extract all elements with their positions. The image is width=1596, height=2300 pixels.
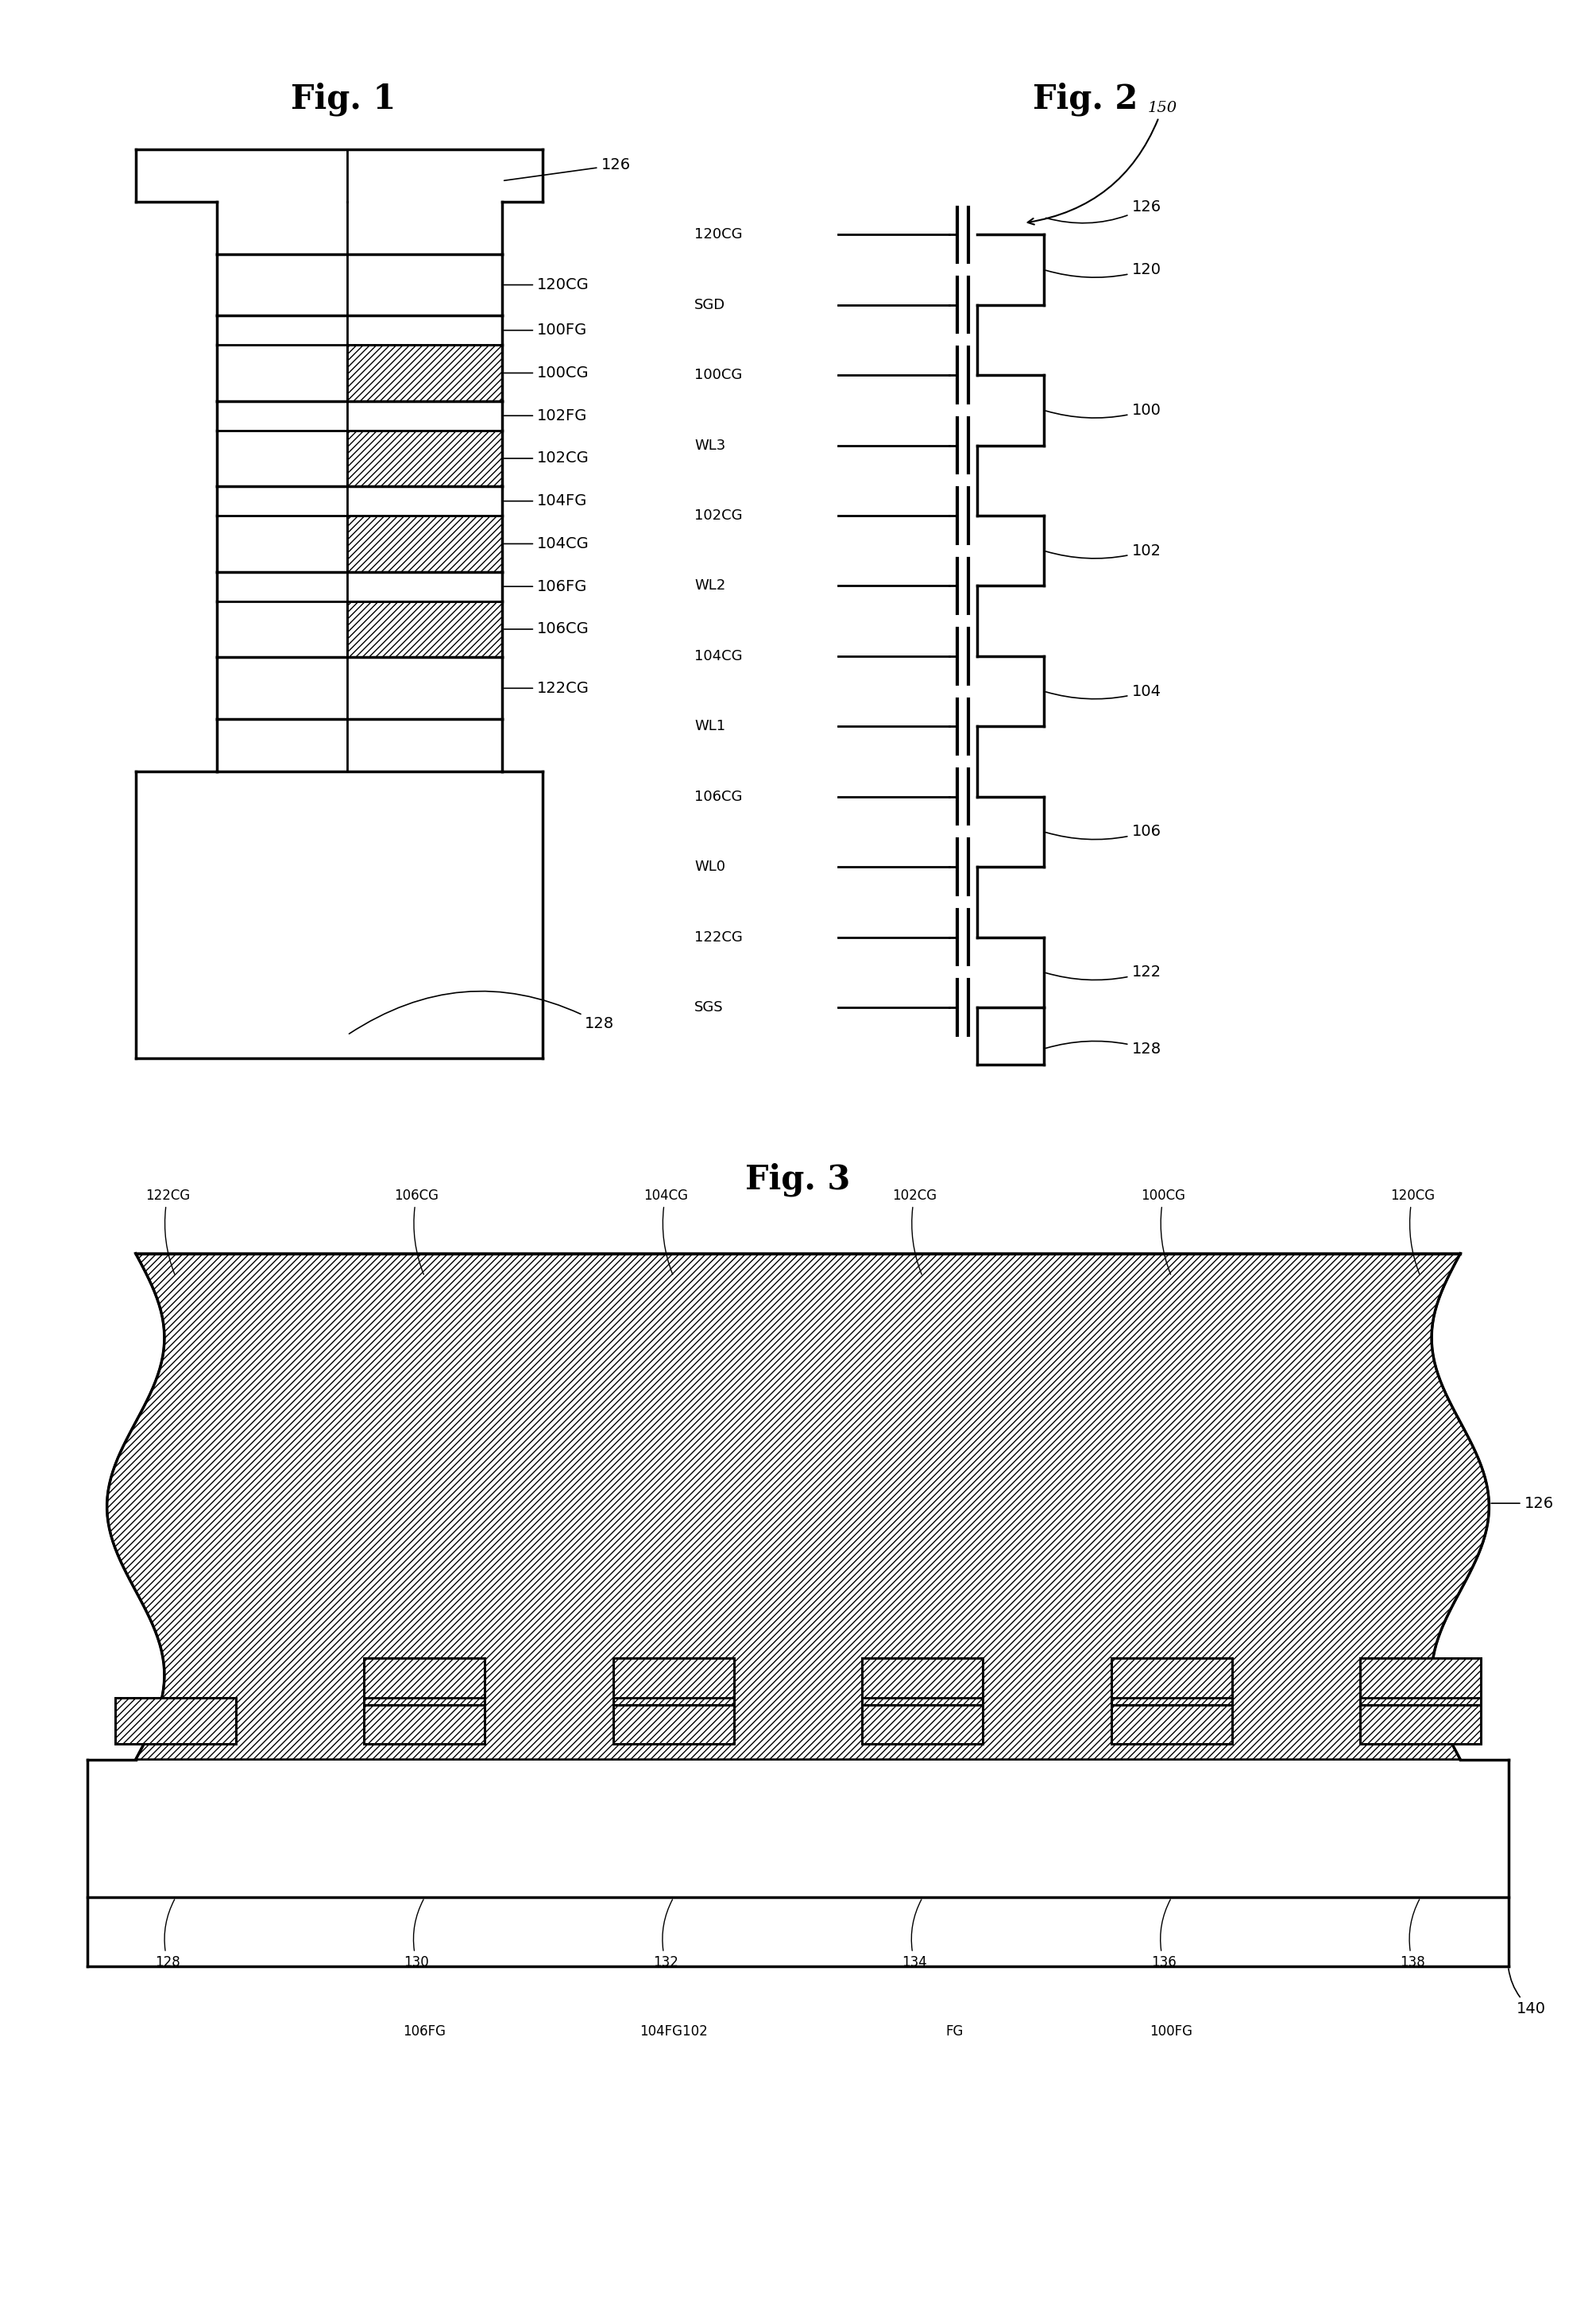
Text: 126: 126 [1045, 200, 1160, 223]
Bar [348, 345, 501, 400]
Bar [115, 1697, 236, 1743]
Text: 132: 132 [653, 1900, 678, 1969]
Text: WL0: WL0 [694, 860, 725, 874]
Text: 122CG: 122CG [145, 1189, 190, 1274]
Bar [348, 430, 501, 488]
Bar [1111, 1658, 1232, 1704]
Bar [613, 1658, 734, 1704]
Bar [348, 430, 501, 488]
Text: Fig. 1: Fig. 1 [290, 83, 396, 115]
Text: 102CG: 102CG [694, 508, 742, 522]
Polygon shape [107, 1254, 1489, 1760]
Bar [613, 1658, 734, 1704]
Bar [1360, 1697, 1481, 1743]
Text: 104CG: 104CG [694, 649, 742, 662]
Bar [1111, 1697, 1232, 1743]
Text: FG: FG [945, 2024, 964, 2038]
Bar [364, 1658, 485, 1704]
Bar [364, 1697, 485, 1743]
Text: 102: 102 [1045, 543, 1160, 559]
Text: Fig. 2: Fig. 2 [1033, 83, 1138, 115]
Bar [1360, 1658, 1481, 1704]
Text: 150: 150 [1028, 101, 1176, 225]
Text: 100FG: 100FG [504, 322, 587, 338]
Bar [613, 1697, 734, 1743]
Text: WL3: WL3 [694, 439, 726, 453]
Text: 120CG: 120CG [504, 278, 589, 292]
Text: 102CG: 102CG [892, 1189, 937, 1274]
Text: WL1: WL1 [694, 720, 725, 734]
Text: 104FG: 104FG [504, 494, 587, 508]
Text: SGS: SGS [694, 1000, 723, 1014]
Bar [364, 1658, 485, 1704]
Bar [88, 1898, 1508, 1966]
Text: SGD: SGD [694, 297, 725, 313]
Text: 106CG: 106CG [694, 789, 742, 803]
Text: 100CG: 100CG [504, 366, 589, 380]
Bar [348, 515, 501, 573]
Bar [1111, 1697, 1232, 1743]
Text: 120CG: 120CG [1390, 1189, 1435, 1274]
Text: 126: 126 [504, 159, 630, 179]
Text: 136: 136 [1151, 1900, 1176, 1969]
Bar [862, 1697, 983, 1743]
Text: 102CG: 102CG [504, 451, 589, 467]
Bar [348, 345, 501, 400]
Text: 100FG: 100FG [1151, 2024, 1192, 2038]
Text: WL2: WL2 [694, 580, 726, 593]
Bar [1111, 1658, 1232, 1704]
Text: 138: 138 [1400, 1900, 1425, 1969]
Text: 106FG: 106FG [504, 580, 587, 593]
Bar [862, 1658, 983, 1704]
Bar [348, 600, 501, 658]
Text: 128: 128 [155, 1900, 180, 1969]
Bar [115, 1697, 236, 1743]
Text: 100CG: 100CG [1141, 1189, 1186, 1274]
Text: 130: 130 [404, 1900, 429, 1969]
Bar [348, 515, 501, 573]
Text: 104CG: 104CG [643, 1189, 688, 1274]
Text: 120: 120 [1045, 262, 1160, 278]
Text: 122CG: 122CG [694, 929, 742, 945]
Text: 104CG: 104CG [504, 536, 589, 552]
Text: 106CG: 106CG [394, 1189, 439, 1274]
Text: 104: 104 [1045, 683, 1160, 699]
Text: 102FG: 102FG [504, 407, 587, 423]
Text: 122: 122 [1045, 964, 1160, 980]
Text: 104FG102: 104FG102 [640, 2024, 707, 2038]
Text: 100: 100 [1045, 402, 1160, 419]
Text: 126: 126 [1491, 1495, 1553, 1511]
Bar [862, 1697, 983, 1743]
Text: 106: 106 [1045, 823, 1160, 840]
Bar [348, 600, 501, 658]
Bar [1360, 1697, 1481, 1743]
Text: 128: 128 [350, 991, 614, 1033]
Bar [862, 1658, 983, 1704]
Text: 120CG: 120CG [694, 228, 742, 242]
Text: Fig. 3: Fig. 3 [745, 1164, 851, 1196]
Text: 140: 140 [1508, 1969, 1545, 2017]
Text: 106CG: 106CG [504, 621, 589, 637]
Text: 134: 134 [902, 1900, 927, 1969]
Text: 100CG: 100CG [694, 368, 742, 382]
Bar [613, 1697, 734, 1743]
Bar [1360, 1658, 1481, 1704]
Bar [364, 1697, 485, 1743]
Text: 122CG: 122CG [504, 681, 589, 697]
Text: 106FG: 106FG [404, 2024, 445, 2038]
Text: 128: 128 [1045, 1042, 1160, 1056]
